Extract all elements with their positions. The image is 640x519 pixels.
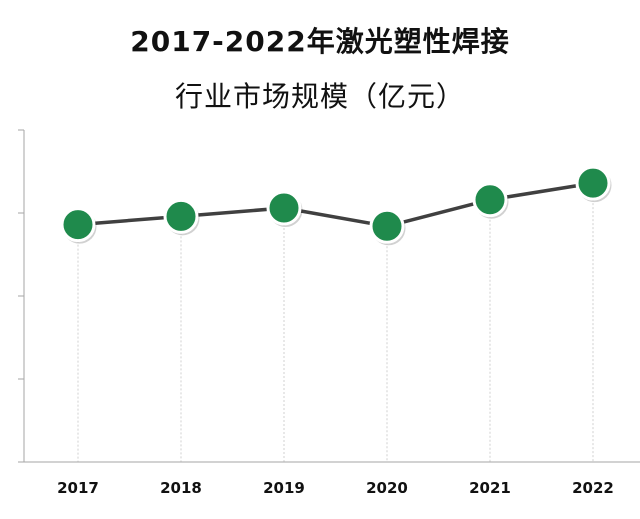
data-point-marker <box>369 208 405 244</box>
chart-title-line1: 2017-2022年激光塑性焊接 <box>130 25 510 58</box>
data-point-marker <box>163 198 199 234</box>
x-tick-label: 2020 <box>366 479 408 497</box>
data-point-marker <box>60 207 96 243</box>
series-line <box>77 181 594 229</box>
data-point-marker <box>472 182 508 218</box>
x-tick-label: 2021 <box>469 479 511 497</box>
x-tick-label: 2019 <box>263 479 305 497</box>
data-point-marker <box>266 190 302 226</box>
x-tick-label: 2017 <box>57 479 99 497</box>
data-point-marker <box>575 165 611 201</box>
x-tick-label: 2018 <box>160 479 202 497</box>
x-tick-label: 2022 <box>572 479 614 497</box>
chart-title-line2: 行业市场规模（亿元） <box>174 80 465 113</box>
